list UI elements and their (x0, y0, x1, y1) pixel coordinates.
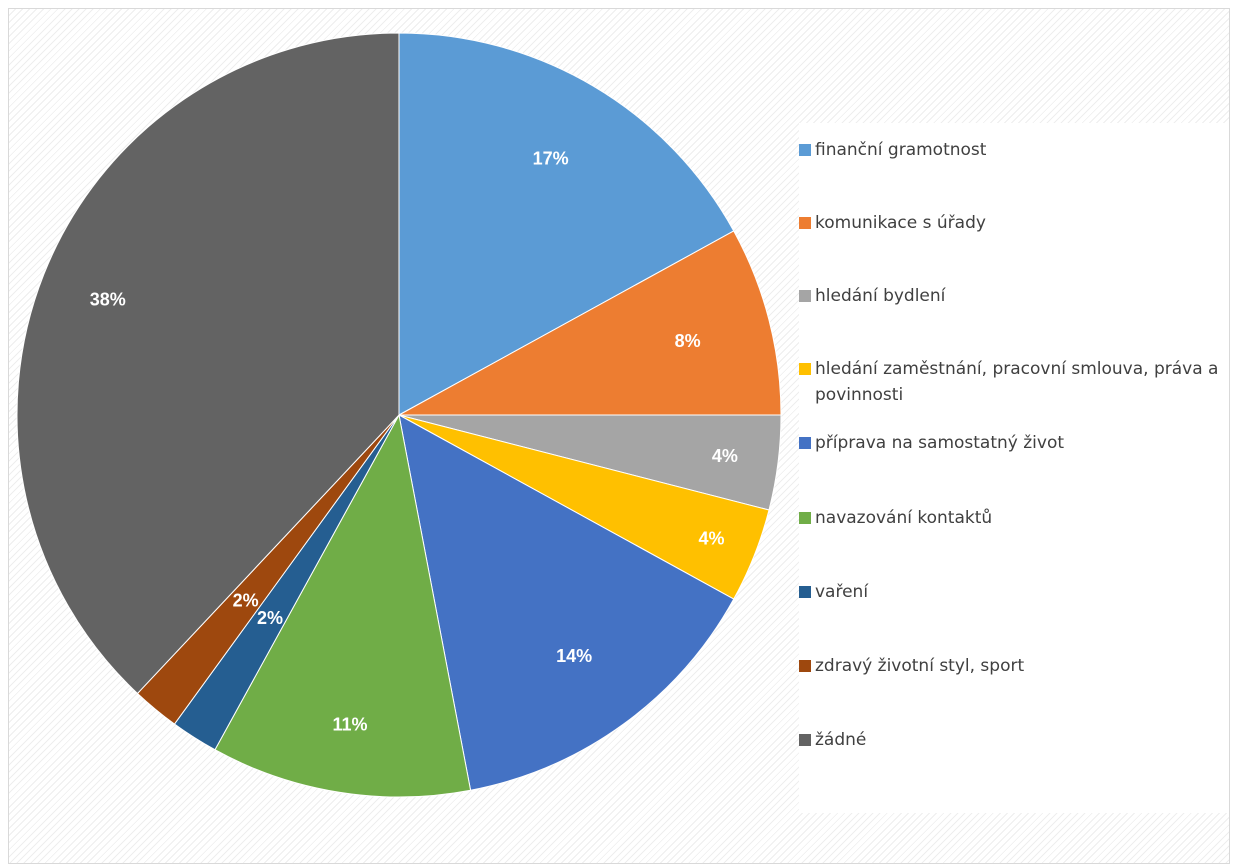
legend-swatch (799, 586, 811, 598)
slice-data-label-1: 8% (675, 331, 701, 351)
legend-item-6: vaření (799, 579, 1225, 605)
legend-item-0: finanční gramotnost (799, 137, 1225, 163)
legend-item-8: žádné (799, 727, 1225, 753)
legend-swatch (799, 660, 811, 672)
legend-label: hledání zaměstnání, pracovní smlouva, pr… (815, 359, 1219, 405)
slice-data-label-0: 17% (533, 149, 569, 169)
legend-item-2: hledání bydlení (799, 283, 1225, 309)
pie-slice-0 (398, 32, 735, 416)
legend-item-1: komunikace s úřady (799, 210, 1225, 236)
legend-swatch (799, 217, 811, 229)
legend-swatch (799, 363, 811, 375)
legend-label: příprava na samostatný život (815, 433, 1065, 453)
legend-swatch (799, 512, 811, 524)
legend-label: komunikace s úřady (815, 213, 986, 233)
legend-label: navazování kontaktů (815, 508, 993, 528)
legend-label: zdravý životní styl, sport (815, 656, 1025, 676)
pie-slice-4 (398, 414, 735, 791)
legend-swatch (799, 734, 811, 746)
legend-label: žádné (815, 730, 867, 750)
legend-swatch (799, 290, 811, 302)
slice-data-label-8: 38% (90, 290, 126, 310)
slice-data-label-5: 11% (332, 714, 367, 734)
legend-label: hledání bydlení (815, 286, 946, 306)
pie-slice-1 (398, 230, 782, 416)
chart-area: 17% 8% 4% 4% 14% 11% 2% 2% 38% finanční gramotno… (8, 8, 1230, 864)
legend-item-7: zdravý životní styl, sport (799, 653, 1225, 679)
pie-chart: 17% 8% 4% 4% 14% 11% 2%2% 38% (16, 32, 782, 798)
pie-slice-8 (16, 32, 400, 695)
legend-item-5: navazování kontaktů (799, 505, 1225, 531)
legend-item-4: příprava na samostatný život (799, 430, 1225, 456)
slice-data-label-6: 2% (257, 608, 283, 628)
legend-swatch (799, 437, 811, 449)
slice-data-label-7: 2% (233, 590, 259, 610)
legend-item-3: hledání zaměstnání, pracovní smlouva, pr… (799, 356, 1225, 408)
slice-data-label-3: 4% (699, 529, 725, 549)
legend-label: finanční gramotnost (815, 140, 987, 160)
slice-data-label-2: 4% (712, 446, 738, 466)
legend-label: vaření (815, 582, 869, 602)
slice-data-label-4: 14% (556, 646, 592, 666)
pie-slice-5 (214, 413, 472, 798)
legend-swatch (799, 144, 811, 156)
legend: finanční gramotnost komunikace s úřady hle… (799, 123, 1229, 813)
